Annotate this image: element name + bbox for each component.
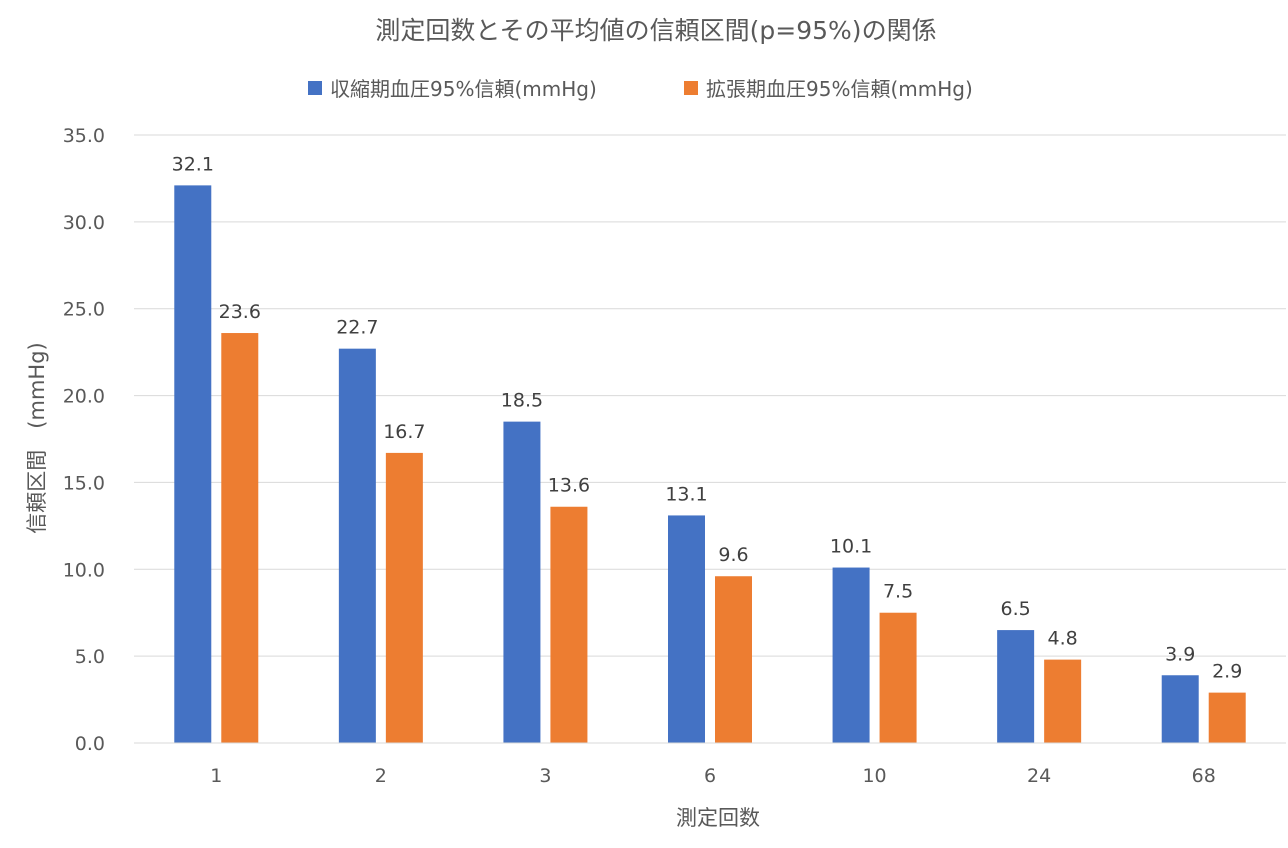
- bar-diastolic-1: [221, 333, 259, 743]
- legend-swatch-diastolic: [684, 81, 698, 95]
- bar-diastolic-2: [385, 452, 423, 743]
- y-tick-label: 5.0: [75, 646, 105, 668]
- x-tick-label: 2: [375, 765, 387, 787]
- bar-systolic-2: [338, 348, 376, 743]
- y-tick-label: 25.0: [63, 299, 105, 321]
- bar-systolic-6: [668, 515, 705, 743]
- data-label-diastolic-68: 2.9: [1212, 661, 1242, 683]
- bar-systolic-24: [997, 630, 1035, 743]
- y-axis-title: 信頼区間 (mmHg): [25, 342, 49, 533]
- data-label-systolic-10: 10.1: [830, 536, 872, 558]
- x-axis-title: 測定回数: [676, 806, 760, 830]
- y-tick-label: 20.0: [63, 386, 105, 408]
- y-tick-label: 30.0: [63, 212, 105, 234]
- bar-systolic-10: [832, 567, 870, 743]
- data-label-systolic-6: 13.1: [665, 483, 707, 505]
- bar-systolic-3: [503, 421, 541, 743]
- data-label-systolic-24: 6.5: [1001, 598, 1031, 620]
- x-tick-label: 1: [210, 765, 222, 787]
- data-label-systolic-3: 18.5: [501, 390, 543, 412]
- legend-label-systolic: 収縮期血圧95%信頼(mmHg): [330, 77, 597, 101]
- x-tick-label: 24: [1027, 765, 1051, 787]
- data-label-diastolic-2: 16.7: [383, 421, 425, 443]
- x-tick-label: 3: [539, 765, 551, 787]
- data-label-diastolic-6: 9.6: [718, 544, 748, 566]
- bar-diastolic-68: [1208, 692, 1246, 743]
- y-tick-label: 35.0: [63, 125, 105, 147]
- data-label-diastolic-10: 7.5: [883, 581, 913, 603]
- bar-diastolic-24: [1044, 659, 1082, 743]
- bar-systolic-68: [1161, 675, 1199, 743]
- bar-diastolic-6: [715, 576, 752, 743]
- legend-label-diastolic: 拡張期血圧95%信頼(mmHg): [706, 77, 973, 101]
- x-axis-tick-labels: 1 2 3 6 10 24 68: [210, 765, 1216, 787]
- x-tick-label: 10: [862, 765, 886, 787]
- data-label-systolic-2: 22.7: [336, 317, 378, 339]
- y-tick-label: 15.0: [63, 472, 105, 494]
- bar-diastolic-3: [550, 506, 588, 743]
- y-tick-label: 10.0: [63, 559, 105, 581]
- bar-systolic-1: [174, 185, 212, 743]
- data-label-diastolic-24: 4.8: [1048, 628, 1078, 650]
- data-label-diastolic-3: 13.6: [548, 475, 590, 497]
- y-tick-label: 0.0: [75, 733, 105, 755]
- legend: 収縮期血圧95%信頼(mmHg) 拡張期血圧95%信頼(mmHg): [308, 77, 973, 101]
- x-tick-label: 68: [1192, 765, 1216, 787]
- data-label-systolic-68: 3.9: [1165, 643, 1195, 665]
- y-axis-tick-labels: 0.0 5.0 10.0 15.0 20.0 25.0 30.0 35.0: [63, 125, 105, 755]
- legend-swatch-systolic: [308, 81, 322, 95]
- data-label-diastolic-1: 23.6: [219, 301, 261, 323]
- data-label-systolic-1: 32.1: [172, 153, 214, 175]
- bars: [174, 185, 1246, 743]
- gridlines: [134, 134, 1286, 657]
- data-labels: 32.1 23.6 22.7 16.7 18.5 13.6 13.1 9.6 10.1 7.5 6.…: [172, 153, 1243, 682]
- x-tick-label: 6: [704, 765, 716, 787]
- bar-diastolic-10: [879, 612, 917, 743]
- chart-title: 測定回数とその平均値の信頼区間(p=95%)の関係: [375, 16, 936, 45]
